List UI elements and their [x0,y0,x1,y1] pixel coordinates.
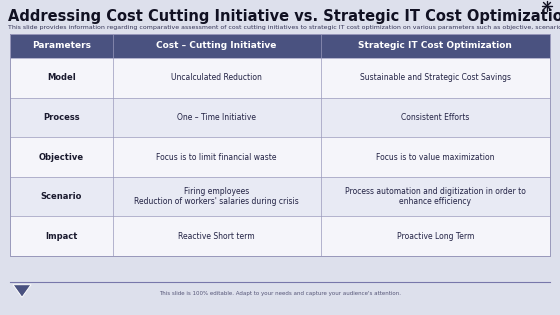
Text: Process: Process [43,113,80,122]
Text: Proactive Long Term: Proactive Long Term [396,232,474,241]
Bar [10,34,550,256]
Text: Consistent Efforts: Consistent Efforts [401,113,469,122]
Text: Scenario: Scenario [41,192,82,201]
Text: Model: Model [47,73,76,82]
Bar [10,137,550,177]
Text: This slide provides information regarding comparative assessment of cost cutting: This slide provides information regardin… [8,25,560,30]
Bar [10,216,550,256]
Text: Process automation and digitization in order to
enhance efficiency: Process automation and digitization in o… [345,187,526,206]
Text: Addressing Cost Cutting Initiative vs. Strategic IT Cost Optimization: Addressing Cost Cutting Initiative vs. S… [8,9,560,24]
Text: Cost – Cutting Initiative: Cost – Cutting Initiative [156,42,277,50]
Text: Impact: Impact [45,232,77,241]
Text: Uncalculated Reduction: Uncalculated Reduction [171,73,262,82]
Bar [10,58,550,98]
Text: One – Time Initiative: One – Time Initiative [177,113,256,122]
Text: Reactive Short term: Reactive Short term [178,232,255,241]
Text: Parameters: Parameters [32,42,91,50]
Text: Firing employees
Reduction of workers' salaries during crisis: Firing employees Reduction of workers' s… [134,187,299,206]
Text: Focus is to limit financial waste: Focus is to limit financial waste [156,152,277,162]
Bar [10,177,550,216]
Text: Sustainable and Strategic Cost Savings: Sustainable and Strategic Cost Savings [360,73,511,82]
Bar [10,98,550,137]
Polygon shape [13,285,31,297]
Text: Focus is to value maximization: Focus is to value maximization [376,152,494,162]
Text: This slide is 100% editable. Adapt to your needs and capture your audience's att: This slide is 100% editable. Adapt to yo… [159,290,401,295]
Text: Objective: Objective [39,152,84,162]
Bar [10,34,550,58]
Text: Strategic IT Cost Optimization: Strategic IT Cost Optimization [358,42,512,50]
